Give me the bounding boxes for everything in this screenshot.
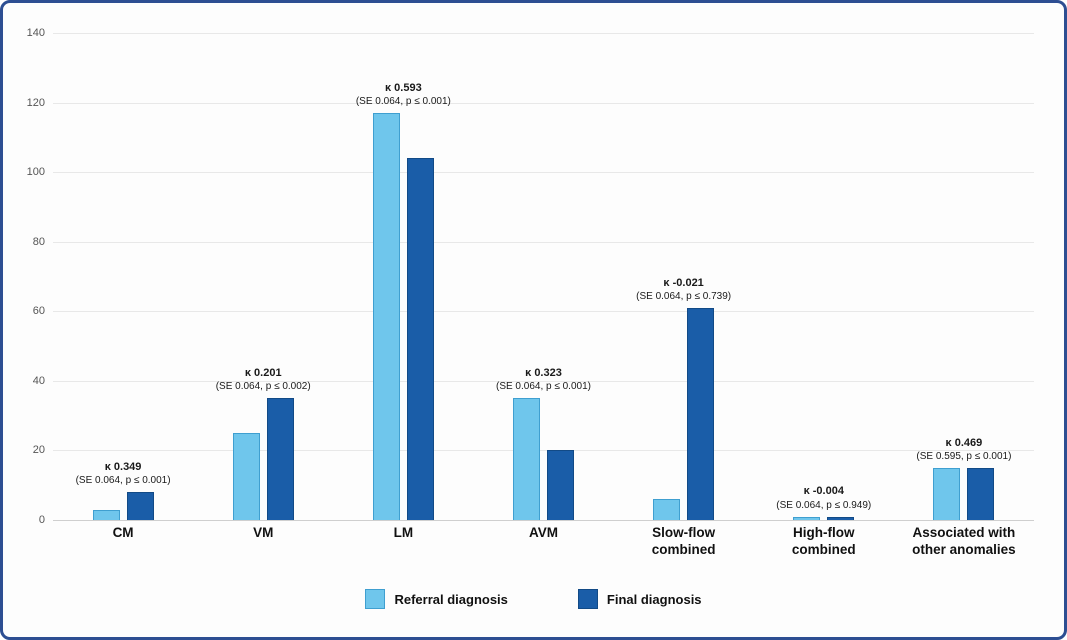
legend-swatch-referral xyxy=(365,589,386,609)
bar-pair xyxy=(232,398,294,520)
se-p-value: (SE 0.064, p ≤ 0.001) xyxy=(75,475,171,487)
kappa-value: κ -0.004 xyxy=(803,485,844,498)
x-axis-category-text: Associated with other anomalies xyxy=(912,525,1016,557)
kappa-value: κ -0.021 xyxy=(663,276,704,289)
x-axis-category-label: Associated with other anomalies xyxy=(894,525,1034,559)
x-axis-category-text: High-flow combined xyxy=(791,525,856,557)
y-axis-tick-label: 120 xyxy=(26,96,45,109)
x-axis-category-text: CM xyxy=(112,525,134,540)
y-axis-tick-label: 20 xyxy=(32,444,45,457)
bar-pair xyxy=(653,307,715,520)
bar-group: κ 0.323 (SE 0.064, p ≤ 0.001) xyxy=(473,33,613,520)
bar-final xyxy=(546,450,574,520)
x-axis-category-label: High-flow combined xyxy=(754,525,894,559)
bar-group: κ 0.201 (SE 0.064, p ≤ 0.002) xyxy=(193,33,333,520)
y-axis-tick-label: 0 xyxy=(38,514,45,526)
se-p-value: (SE 0.064, p ≤ 0.739) xyxy=(636,290,732,302)
bar-referral xyxy=(232,433,260,520)
x-axis-category-text: Slow-flow combined xyxy=(651,525,716,557)
bar-pair xyxy=(793,516,855,520)
bar-final xyxy=(827,516,855,520)
x-axis-category-label: AVM xyxy=(473,525,613,559)
y-axis-tick-label: 140 xyxy=(26,27,45,39)
bar-referral xyxy=(793,516,821,520)
bar-pair xyxy=(372,113,434,520)
se-p-value: (SE 0.064, p ≤ 0.002) xyxy=(215,381,311,393)
y-axis-tick-label: 60 xyxy=(32,305,45,318)
se-p-value: (SE 0.595, p ≤ 0.001) xyxy=(916,450,1012,462)
x-axis-labels: CM VM LM AVM Slow-flow combined High-flow com… xyxy=(53,525,1034,559)
bar-group: κ -0.021 (SE 0.064, p ≤ 0.739) xyxy=(614,33,754,520)
kappa-annotation: κ -0.004 (SE 0.064, p ≤ 0.949) xyxy=(776,484,871,511)
se-p-value: (SE 0.064, p ≤ 0.001) xyxy=(355,96,451,108)
kappa-annotation: κ 0.593 (SE 0.064, p ≤ 0.001) xyxy=(356,81,451,108)
kappa-annotation: κ 0.201 (SE 0.064, p ≤ 0.002) xyxy=(216,366,311,393)
bar-final xyxy=(687,307,715,520)
bar-final xyxy=(406,158,434,520)
kappa-value: κ 0.469 xyxy=(945,436,983,449)
y-axis-tick-label: 40 xyxy=(32,374,45,387)
bar-referral xyxy=(92,509,120,520)
bar-referral xyxy=(372,113,400,520)
se-p-value: (SE 0.064, p ≤ 0.001) xyxy=(495,381,591,393)
x-axis-category-text: AVM xyxy=(528,525,558,540)
bar-pair xyxy=(92,492,154,520)
kappa-value: κ 0.323 xyxy=(525,366,562,379)
x-axis-category-label: Slow-flow combined xyxy=(614,525,754,559)
bar-referral xyxy=(653,499,681,520)
gridline xyxy=(53,172,1034,174)
kappa-value: κ 0.349 xyxy=(104,460,142,473)
gridline xyxy=(53,241,1034,243)
legend-item-referral: Referral diagnosis xyxy=(365,589,508,609)
x-axis-category-text: LM xyxy=(393,525,414,540)
bar-pair xyxy=(933,467,995,520)
kappa-annotation: κ 0.323 (SE 0.064, p ≤ 0.001) xyxy=(496,366,591,393)
legend-label-referral: Referral diagnosis xyxy=(394,591,508,607)
bar-group: κ 0.469 (SE 0.595, p ≤ 0.001) xyxy=(894,33,1034,520)
gridline xyxy=(53,33,1034,34)
legend-swatch-final xyxy=(577,589,598,609)
legend: Referral diagnosis Final diagnosis xyxy=(3,589,1064,609)
bar-groups-container: κ 0.349 (SE 0.064, p ≤ 0.001) κ 0.201 (SE 0… xyxy=(53,33,1034,520)
x-axis-category-text: VM xyxy=(253,525,274,540)
bar-group: κ 0.349 (SE 0.064, p ≤ 0.001) xyxy=(53,33,193,520)
x-axis-category-label: VM xyxy=(193,525,333,559)
gridline xyxy=(53,311,1034,313)
kappa-value: κ 0.201 xyxy=(244,366,282,379)
bar-pair xyxy=(512,398,574,520)
x-axis-category-label: CM xyxy=(53,525,193,559)
gridline xyxy=(53,520,1034,521)
legend-item-final: Final diagnosis xyxy=(577,589,702,609)
kappa-annotation: κ 0.469 (SE 0.595, p ≤ 0.001) xyxy=(916,436,1011,463)
kappa-annotation: κ 0.349 (SE 0.064, p ≤ 0.001) xyxy=(76,460,171,487)
plot-area: 0 20 40 60 80 100 120 140 κ 0.349 (SE 0.064, p ≤… xyxy=(27,27,1034,526)
bar-final xyxy=(967,467,995,520)
gridline xyxy=(53,380,1034,382)
bar-referral xyxy=(512,398,540,520)
bar-group: κ -0.004 (SE 0.064, p ≤ 0.949) xyxy=(754,33,894,520)
kappa-annotation: κ -0.021 (SE 0.064, p ≤ 0.739) xyxy=(636,276,731,303)
y-axis-tick-label: 100 xyxy=(26,166,45,179)
bar-group: κ 0.593 (SE 0.064, p ≤ 0.001) xyxy=(333,33,473,520)
y-axis-tick-label: 80 xyxy=(32,235,45,248)
bar-final xyxy=(126,492,154,520)
bar-final xyxy=(266,398,294,520)
x-axis-category-label: LM xyxy=(333,525,473,559)
gridline xyxy=(53,450,1034,452)
legend-label-final: Final diagnosis xyxy=(606,591,702,607)
gridline xyxy=(53,102,1034,104)
bar-referral xyxy=(933,467,961,520)
se-p-value: (SE 0.064, p ≤ 0.949) xyxy=(776,499,872,511)
kappa-value: κ 0.593 xyxy=(384,81,422,94)
